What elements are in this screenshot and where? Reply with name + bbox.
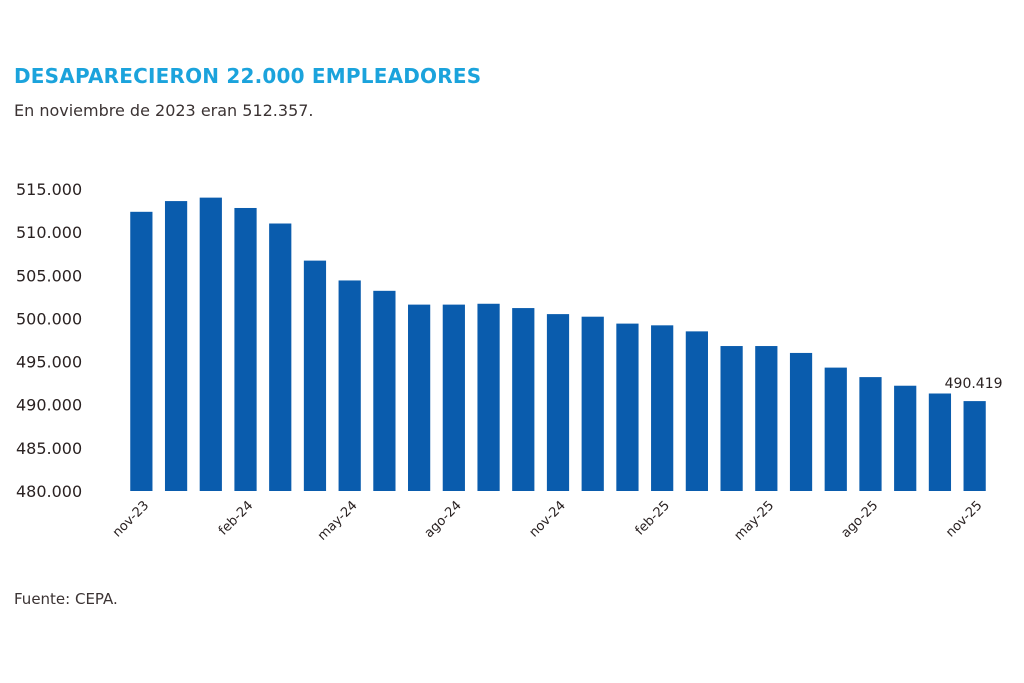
x-tick-label: ago-24 (422, 498, 465, 541)
x-tick-label: nov-23 (110, 498, 152, 540)
x-tick-label: nov-24 (527, 498, 569, 540)
data-label: 490.419 (945, 376, 1003, 392)
y-tick-label: 505.000 (16, 266, 82, 285)
bar-dic-24 (581, 316, 604, 491)
x-tick-label: feb-24 (216, 498, 256, 538)
bar-mar-25 (685, 331, 708, 491)
bar-jul-25 (824, 367, 847, 491)
bar-ene-24 (199, 197, 222, 491)
bar-jun-24 (373, 290, 396, 491)
bar-ene-25 (616, 323, 639, 491)
bar-sep-25 (894, 385, 917, 491)
bar-ago-24 (442, 304, 465, 491)
bar-abr-25 (720, 346, 743, 491)
bar-feb-25 (651, 325, 674, 491)
bar-may-24 (338, 280, 361, 491)
x-tick-label: may-25 (732, 498, 777, 543)
y-tick-label: 485.000 (16, 439, 82, 458)
bar-feb-24 (234, 207, 257, 492)
x-axis: nov-23 feb-24 may-24 ago-24 nov-24 feb-25 may-… (110, 498, 986, 543)
bar-sep-24 (477, 303, 500, 491)
y-axis: 480.000 485.000 490.000 495.000 500.000 505.0… (16, 180, 82, 501)
bar-nov-23 (130, 211, 153, 491)
bar-may-25 (755, 346, 778, 491)
y-tick-label: 490.000 (16, 396, 82, 415)
x-tick-label: may-24 (315, 498, 360, 543)
bar-jul-24 (408, 304, 431, 491)
bar-abr-24 (303, 260, 327, 491)
bar-oct-25 (928, 393, 952, 491)
x-tick-label: feb-25 (633, 498, 673, 538)
y-tick-label: 495.000 (16, 353, 82, 372)
y-tick-label: 500.000 (16, 309, 82, 328)
chart-subtitle: En noviembre de 2023 eran 512.357. (14, 101, 314, 120)
data-labels: 490.419 (945, 376, 1003, 392)
bar-dic-23 (164, 201, 188, 491)
bar-jun-25 (789, 352, 813, 491)
source-note: Fuente: CEPA. (14, 590, 118, 608)
bar-nov-25 (963, 401, 986, 491)
chart-title: DESAPARECIERON 22.000 EMPLEADORES (14, 64, 482, 88)
y-tick-label: 480.000 (16, 482, 82, 501)
bar-nov-24 (546, 314, 570, 491)
y-tick-label: 515.000 (16, 180, 82, 199)
y-tick-label: 510.000 (16, 223, 82, 242)
bars (130, 197, 986, 492)
bar-mar-24 (269, 223, 292, 491)
x-tick-label: nov-25 (943, 498, 985, 540)
bar-oct-24 (512, 308, 535, 491)
x-tick-label: ago-25 (838, 498, 881, 541)
bar-ago-25 (859, 377, 882, 491)
